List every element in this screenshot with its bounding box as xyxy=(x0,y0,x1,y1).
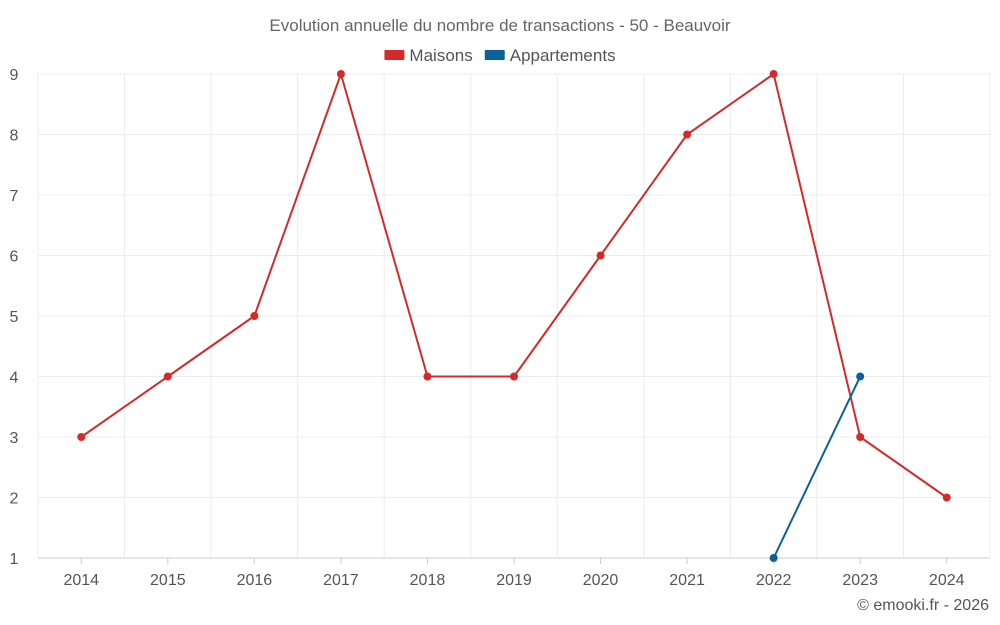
y-tick-label: 3 xyxy=(10,430,19,447)
legend-swatch xyxy=(384,50,405,60)
x-tick-label: 2016 xyxy=(237,572,273,589)
data-point[interactable] xyxy=(769,554,778,562)
axes: 1 2 3 4 5 6 7 8 9 2014 2015 2016 2017 2018 2019 2020 202… xyxy=(10,67,990,589)
data-point[interactable] xyxy=(77,433,86,441)
y-tick-label: 4 xyxy=(10,370,19,387)
x-tick-label: 2018 xyxy=(410,572,446,589)
x-tick-label: 2020 xyxy=(583,572,619,589)
series-layer xyxy=(77,70,951,562)
x-tick-label: 2017 xyxy=(323,572,359,589)
y-tick-label: 9 xyxy=(10,67,19,84)
legend-label: Maisons xyxy=(409,46,472,65)
y-tick-label: 8 xyxy=(10,128,19,145)
data-point[interactable] xyxy=(250,312,259,320)
y-tick-label: 1 xyxy=(10,551,19,568)
credit-text: © emooki.fr - 2026 xyxy=(857,597,989,614)
y-tick-label: 7 xyxy=(10,188,19,205)
data-point[interactable] xyxy=(856,433,865,441)
data-point[interactable] xyxy=(596,251,605,260)
data-point[interactable] xyxy=(163,372,172,381)
series-appartements xyxy=(769,372,865,562)
data-point[interactable] xyxy=(942,493,951,502)
series-line xyxy=(772,376,862,559)
legend-item-appartements[interactable]: Appartements xyxy=(484,46,616,65)
legend: Maisons Appartements xyxy=(384,46,616,65)
x-tick-label: 2014 xyxy=(63,572,99,589)
x-tick-label: 2022 xyxy=(756,572,792,589)
data-point[interactable] xyxy=(510,372,518,381)
y-tick-label: 6 xyxy=(10,249,19,266)
legend-item-maisons[interactable]: Maisons xyxy=(384,46,473,65)
x-tick-label: 2024 xyxy=(929,572,965,589)
x-tick-label: 2015 xyxy=(150,572,186,589)
x-tick-label: 2019 xyxy=(496,572,532,589)
legend-label: Appartements xyxy=(510,46,616,65)
y-tick-label: 5 xyxy=(10,309,19,326)
data-point[interactable] xyxy=(856,372,865,381)
x-tick-label: 2021 xyxy=(669,572,705,589)
chart-title: Evolution annuelle du nombre de transact… xyxy=(269,16,731,35)
legend-swatch xyxy=(484,50,505,60)
gridlines xyxy=(37,73,991,558)
series-maisons xyxy=(77,70,951,502)
data-point[interactable] xyxy=(769,70,778,78)
data-point[interactable] xyxy=(423,372,432,381)
data-point[interactable] xyxy=(683,130,692,139)
data-point[interactable] xyxy=(336,70,345,78)
y-tick-label: 2 xyxy=(10,491,19,508)
x-tick-label: 2023 xyxy=(842,572,878,589)
